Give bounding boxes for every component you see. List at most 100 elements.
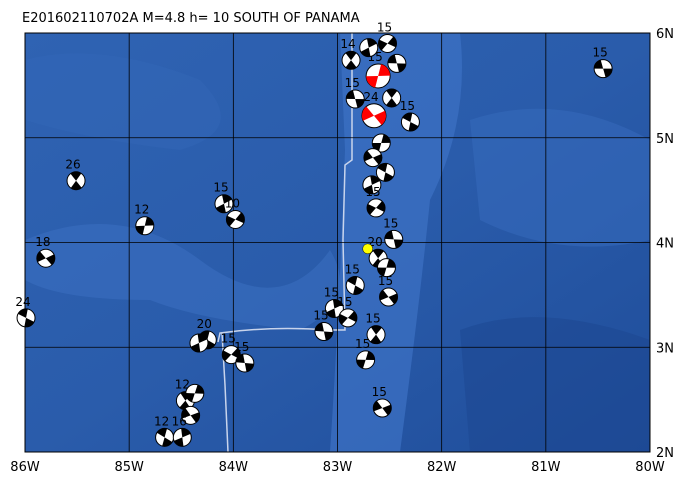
lon-tick-label: 80W xyxy=(635,460,665,475)
beachball-quadrant xyxy=(144,216,154,226)
depth-label: 15 xyxy=(345,76,360,90)
beachball-quadrant xyxy=(24,317,35,327)
beachball-quadrant xyxy=(194,384,204,394)
beachball-quadrant xyxy=(346,90,356,99)
beachball xyxy=(221,345,241,365)
depth-label: 15 xyxy=(221,332,236,346)
beachball-quadrant xyxy=(370,175,380,185)
beachball xyxy=(345,89,365,109)
depth-label: 15 xyxy=(355,337,370,351)
depth-label: 15 xyxy=(377,20,392,34)
beachball xyxy=(172,427,192,447)
beachball-quadrant xyxy=(323,331,333,341)
depth-label: 20 xyxy=(197,317,212,331)
beachball-quadrant xyxy=(365,351,375,361)
depth-label: 15 xyxy=(337,295,352,309)
beachball xyxy=(314,322,334,342)
beachball-quadrant xyxy=(226,215,236,227)
beachball xyxy=(376,258,396,278)
depth-label: 15 xyxy=(400,99,415,113)
map-frame xyxy=(24,32,651,453)
title: E201602110702A M=4.8 h= 10 SOUTH OF PANA… xyxy=(22,11,360,26)
beachball xyxy=(185,383,205,403)
beachball-quadrant xyxy=(135,225,145,235)
beachball xyxy=(361,103,387,129)
beachball-quadrant xyxy=(393,239,403,249)
beachball-quadrant xyxy=(377,267,387,277)
beachball-quadrant xyxy=(156,428,167,438)
beachball xyxy=(225,209,245,229)
depth-label: 12 xyxy=(134,203,149,217)
depth-label: 24 xyxy=(363,90,378,104)
beachball-quadrant xyxy=(372,142,382,152)
beachball-quadrant xyxy=(360,47,371,57)
epicenter xyxy=(362,243,373,255)
depth-label: 15 xyxy=(372,385,387,399)
beachball-quadrant xyxy=(387,54,397,64)
beachball xyxy=(387,53,407,73)
lat-tick-label: 5N xyxy=(656,132,674,147)
beachball xyxy=(235,353,255,373)
beachball-quadrant xyxy=(235,354,245,363)
beachball xyxy=(372,398,392,418)
beachball-quadrant xyxy=(372,154,382,165)
beachball xyxy=(214,194,234,214)
beachball-quadrant xyxy=(363,184,374,194)
depth-label: 24 xyxy=(15,295,30,309)
beachball-quadrant xyxy=(173,437,184,447)
depth-label: 15 xyxy=(345,262,360,276)
beachball xyxy=(189,333,209,353)
beachball xyxy=(371,133,391,153)
beachball xyxy=(400,112,420,132)
depth-label: 15 xyxy=(213,181,228,195)
beachball-quadrant xyxy=(197,334,208,344)
events: 1526121824151015141524151515152015151515… xyxy=(15,20,613,447)
beachball-quadrant xyxy=(383,172,394,182)
beachball-quadrant xyxy=(345,51,357,61)
beachball-quadrant xyxy=(373,110,386,125)
beachball-quadrant xyxy=(190,343,201,353)
lon-tick-label: 85W xyxy=(114,460,144,475)
beachball-quadrant xyxy=(314,322,324,332)
beachball-quadrant xyxy=(222,194,232,204)
beachball-quadrant xyxy=(382,404,392,416)
lat-tick-label: 4N xyxy=(656,237,674,252)
lon-tick-label: 83W xyxy=(323,460,353,475)
beachball xyxy=(181,405,201,425)
beachball xyxy=(135,216,155,236)
beachball-quadrant xyxy=(181,428,191,438)
depth-label: 15 xyxy=(365,312,380,326)
beachball-quadrant xyxy=(326,308,336,318)
beachball-quadrant xyxy=(381,134,391,143)
beachball-quadrant xyxy=(345,60,357,70)
beachball-quadrant xyxy=(388,293,398,305)
depth-label: 12 xyxy=(175,378,190,392)
beachball xyxy=(366,325,386,345)
depth-label: 15 xyxy=(592,46,607,60)
beachball-quadrant xyxy=(367,204,377,215)
beachball-quadrant xyxy=(70,171,82,181)
beachball-quadrant xyxy=(378,39,388,51)
beachball-quadrant xyxy=(231,348,241,359)
beachball xyxy=(366,198,386,218)
depth-label: 18 xyxy=(35,235,50,249)
beachball xyxy=(155,427,175,447)
beachball-quadrant xyxy=(370,325,382,335)
beachball-quadrant xyxy=(396,63,406,73)
beachball-quadrant xyxy=(45,254,55,266)
depth-label: 16 xyxy=(172,414,187,428)
beachball-quadrant xyxy=(185,392,195,402)
beachball-quadrant xyxy=(386,258,396,268)
beachball-quadrant xyxy=(347,311,357,322)
beachball-quadrant xyxy=(162,437,173,447)
depth-label: 14 xyxy=(340,37,355,51)
depth-label: 10 xyxy=(225,196,240,210)
lon-tick-label: 84W xyxy=(219,460,249,475)
beachball-quadrant xyxy=(376,201,386,212)
beachball-quadrant xyxy=(181,408,191,419)
beachball xyxy=(66,171,86,191)
beachball-quadrant xyxy=(367,38,377,48)
beachball-quadrant xyxy=(215,203,226,213)
beachball-quadrant xyxy=(332,299,343,309)
